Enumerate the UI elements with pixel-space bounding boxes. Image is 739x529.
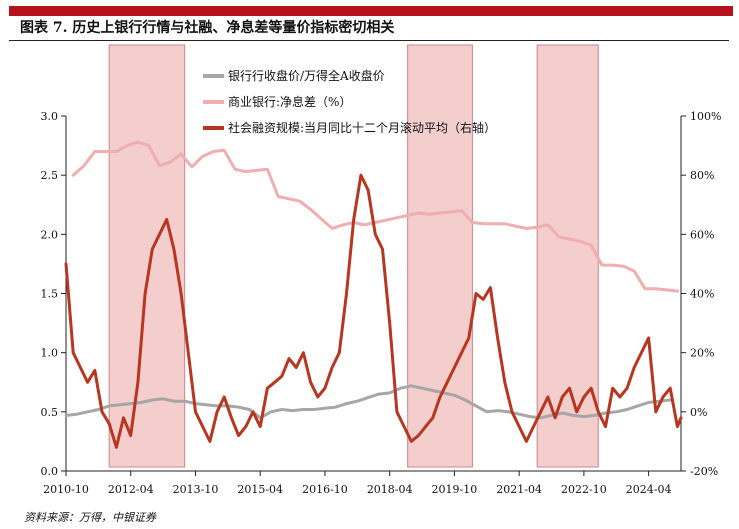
x-tick-label: 2019-10 bbox=[432, 483, 478, 496]
shaded-period-2 bbox=[536, 44, 599, 468]
series-line-2 bbox=[64, 173, 683, 449]
y-right-tick-label: 80% bbox=[690, 169, 714, 182]
y-left-tick-label: 3.0 bbox=[41, 110, 59, 123]
legend-label-0: 银行行收盘价/万得全A收盘价 bbox=[228, 68, 385, 83]
y-right-tick-label: 40% bbox=[690, 288, 714, 301]
shaded-period-0 bbox=[108, 44, 186, 468]
x-tick-label: 2024-04 bbox=[626, 483, 672, 496]
y-left-tick-label: 1.5 bbox=[41, 288, 59, 301]
y-right-tick-label: 100% bbox=[690, 110, 721, 123]
x-tick-label: 2016-10 bbox=[302, 483, 348, 496]
legend-label-2: 社会融资规模:当月同比十二个月滚动平均（右轴） bbox=[228, 120, 496, 135]
figure-title: 图表 7. 历史上银行行情与社融、净息差等量价指标密切相关 bbox=[20, 20, 395, 36]
x-tick-label: 2022-10 bbox=[561, 483, 607, 496]
shaded-period-1 bbox=[407, 44, 473, 468]
title-rule bbox=[9, 40, 729, 41]
x-tick-label: 2012-04 bbox=[108, 483, 154, 496]
y-left-tick-label: 1.0 bbox=[41, 347, 59, 360]
legend-label-1: 商业银行:净息差（%） bbox=[228, 94, 351, 109]
x-tick-label: 2018-04 bbox=[367, 483, 413, 496]
y-right-tick-label: -20% bbox=[690, 465, 718, 478]
y-right-tick-label: 60% bbox=[690, 228, 714, 241]
series-line-0 bbox=[64, 384, 672, 420]
x-tick-label: 2013-10 bbox=[173, 483, 219, 496]
y-left-tick-label: 2.0 bbox=[41, 228, 59, 241]
series-line-1 bbox=[71, 140, 679, 293]
header-accent-bar bbox=[9, 6, 733, 16]
y-right-tick-label: 20% bbox=[690, 347, 714, 360]
x-tick-label: 2021-04 bbox=[496, 483, 542, 496]
x-tick-label: 2010-10 bbox=[43, 483, 89, 496]
x-tick-label: 2015-04 bbox=[237, 483, 283, 496]
y-left-tick-label: 0.0 bbox=[41, 465, 59, 478]
y-right-tick-label: 0% bbox=[690, 406, 707, 419]
y-left-tick-label: 2.5 bbox=[41, 169, 59, 182]
source-note: 资料来源：万得，中银证券 bbox=[24, 511, 156, 524]
y-left-tick-label: 0.5 bbox=[41, 406, 59, 419]
